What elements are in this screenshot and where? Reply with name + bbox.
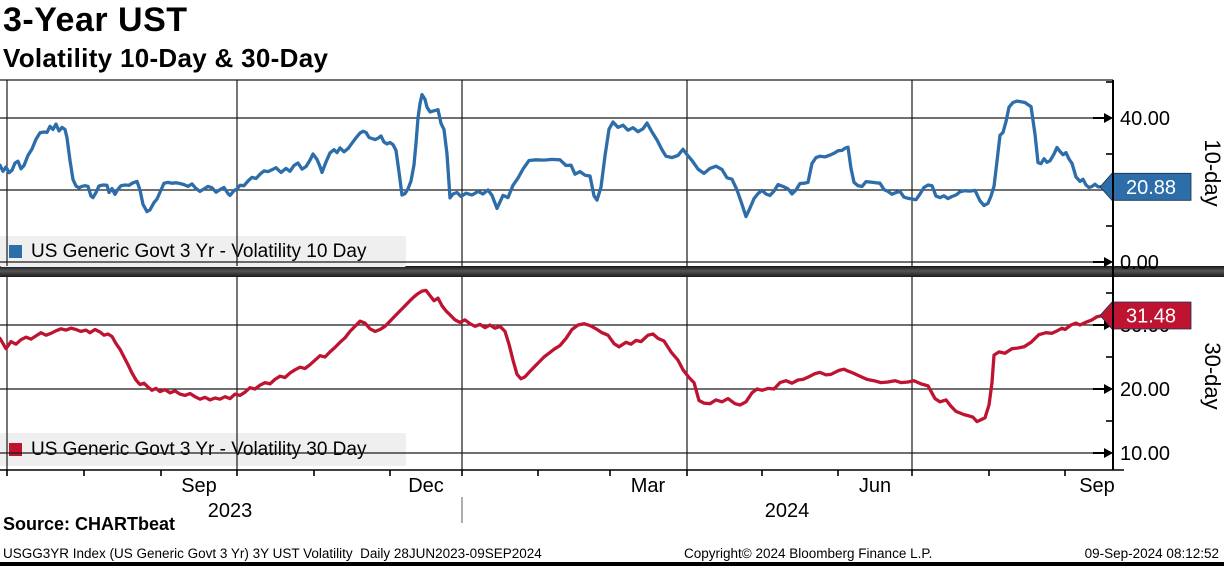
legend-marker-red-square-icon	[9, 443, 22, 456]
x-axis-month-label: Dec	[408, 475, 444, 497]
footer-timestamp: 09-Sep-2024 08:12:52	[1084, 546, 1219, 561]
y-axis-title-30-day: 30-day	[1200, 342, 1224, 409]
legend-label-10day: US Generic Govt 3 Yr - Volatility 10 Day	[31, 240, 367, 262]
last-value-badge-label: 20.88	[1126, 177, 1176, 199]
last-value-badge-30-day	[1099, 301, 1192, 330]
y-axis-tick-label: 10.00	[1120, 443, 1170, 465]
legend-label-30day: US Generic Govt 3 Yr - Volatility 30 Day	[31, 438, 367, 460]
series-line-30-day	[0, 288, 1105, 424]
legend-marker-blue-square-icon	[9, 245, 22, 258]
footer-ticker-info: USGG3YR Index (US Generic Govt 3 Yr) 3Y …	[3, 546, 542, 561]
y-axis-tick-arrow-icon	[1104, 320, 1113, 330]
window-bottom-edge	[0, 562, 1224, 566]
x-axis-month-label: Sep	[1079, 475, 1115, 497]
y-axis-tick-label: 30.00	[1120, 315, 1170, 337]
y-axis-tick-label: 40.00	[1120, 108, 1170, 130]
source-line: Source: CHARTbeat	[3, 514, 176, 534]
legend-30day: US Generic Govt 3 Yr - Volatility 30 Day	[0, 433, 406, 466]
series-line-10-day	[0, 92, 1102, 219]
y-axis-title-10-day: 10-day	[1200, 139, 1224, 206]
last-value-badge-label: 31.48	[1126, 306, 1176, 328]
y-axis-tick-arrow-icon	[1104, 448, 1113, 458]
x-axis-year-label: 2024	[765, 500, 810, 522]
panel-separator	[0, 266, 1224, 277]
y-axis-tick-label: 20.00	[1120, 379, 1170, 401]
x-axis-month-label: Jun	[859, 475, 891, 497]
x-axis-month-label: Sep	[181, 475, 217, 497]
last-value-badge-10-day	[1099, 172, 1192, 201]
x-axis-month-label: Mar	[631, 475, 666, 497]
y-axis-tick-arrow-icon	[1104, 113, 1113, 123]
y-axis-tick-arrow-icon	[1104, 384, 1113, 394]
page-subtitle: Volatility 10-Day & 30-Day	[3, 43, 329, 73]
x-axis-year-label: 2023	[208, 500, 253, 522]
legend-10day: US Generic Govt 3 Yr - Volatility 10 Day	[0, 236, 406, 267]
page-title: 3-Year UST	[3, 1, 188, 39]
footer-copyright: Copyright© 2024 Bloomberg Finance L.P.	[684, 546, 933, 561]
